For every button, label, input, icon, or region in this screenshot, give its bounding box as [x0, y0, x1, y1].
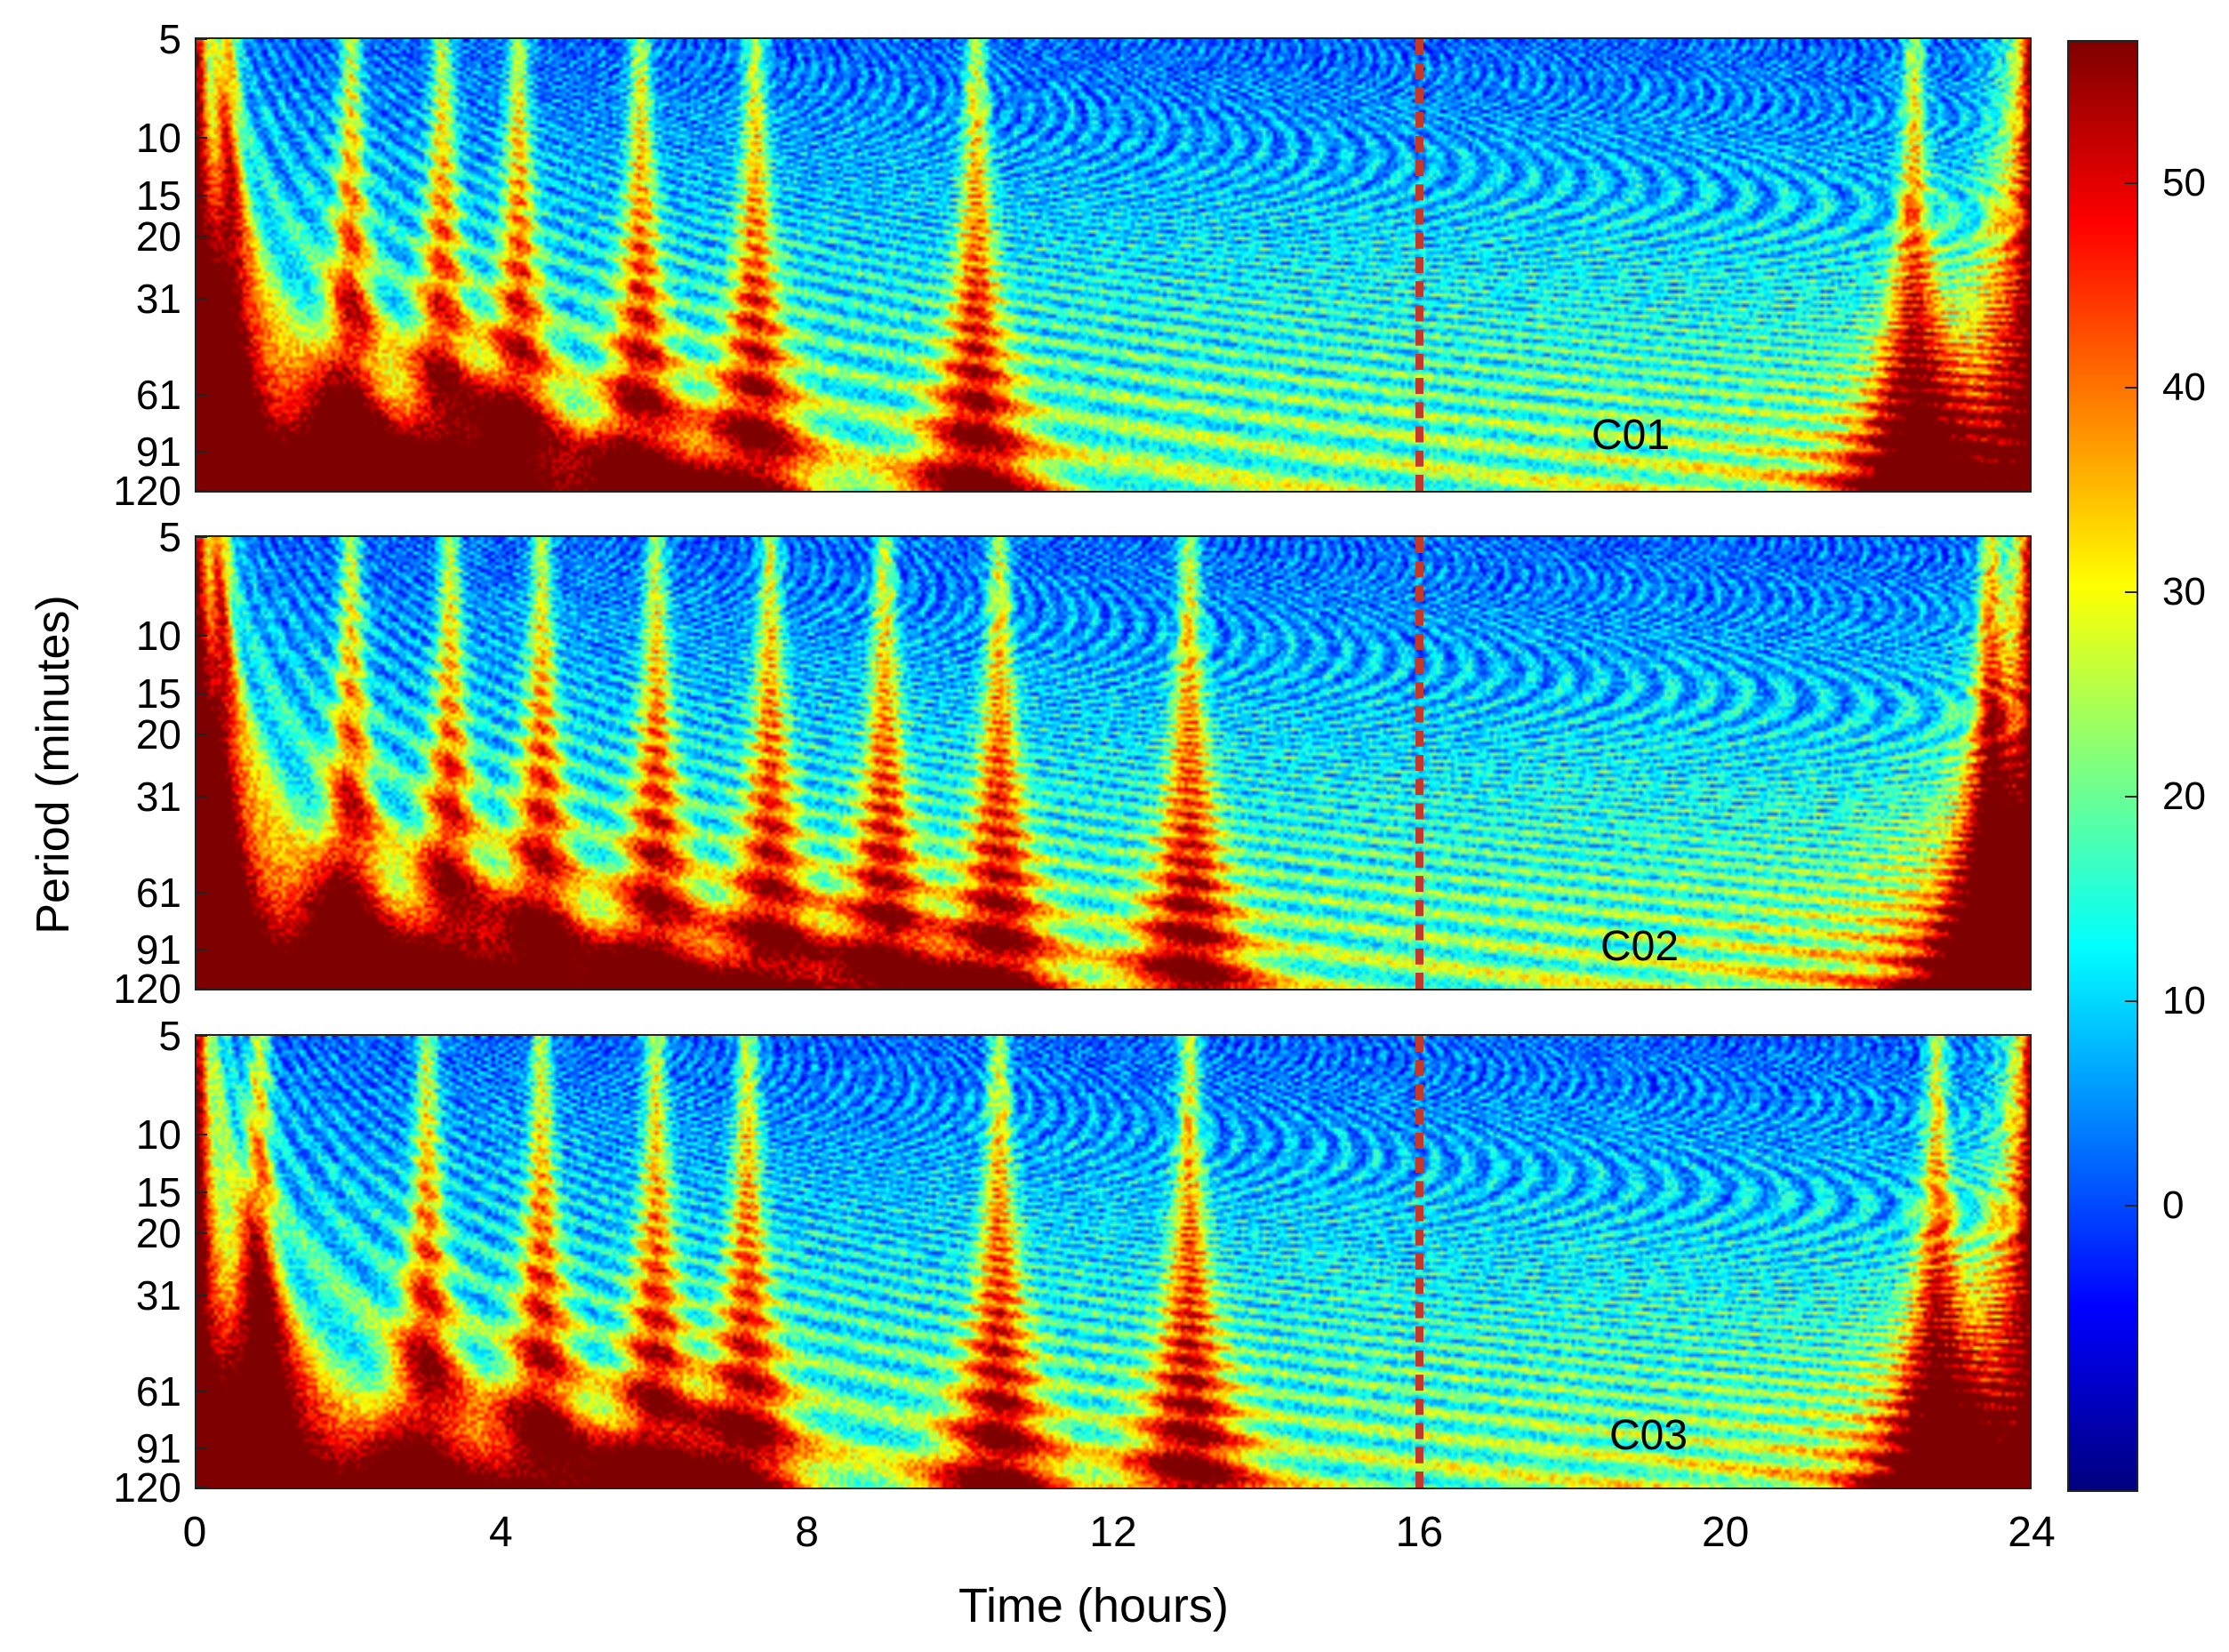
colorbar-tick-mark — [2125, 796, 2137, 798]
y-tick-mark — [196, 490, 207, 492]
colorbar-tick-label: 40 — [2162, 365, 2206, 409]
y-tick-mark — [196, 297, 207, 300]
heatmap-image — [196, 39, 2030, 491]
y-tick-mark — [196, 1231, 207, 1234]
y-tick-mark — [196, 988, 207, 990]
y-tick-label: 91 — [135, 926, 181, 973]
panel-label-c02: C02 — [1600, 923, 1680, 970]
colorbar-tick-label: 0 — [2162, 1183, 2185, 1227]
y-tick-label: 120 — [113, 468, 181, 514]
y-tick-label: 61 — [135, 1367, 181, 1415]
colorbar-tick-mark — [2125, 1205, 2137, 1207]
y-tick-mark — [196, 891, 207, 894]
y-tick-label: 61 — [135, 371, 181, 418]
y-tick-mark — [196, 948, 207, 950]
y-tick-mark — [196, 1487, 207, 1488]
x-tick-label: 0 — [182, 1509, 207, 1556]
y-tick-label: 31 — [135, 773, 181, 820]
y-tick-label: 91 — [135, 428, 181, 475]
colorbar-tick-label: 20 — [2162, 774, 2206, 818]
colorbar — [2067, 40, 2138, 1492]
y-tick-mark — [196, 1191, 207, 1193]
y-tick-mark — [196, 733, 207, 735]
y-tick-label: 15 — [135, 670, 181, 717]
y-tick-mark — [196, 235, 207, 237]
reference-dashed-line — [1415, 1036, 1424, 1488]
reference-dashed-line — [1415, 537, 1424, 989]
y-tick-label: 31 — [135, 275, 181, 322]
y-tick-label: 5 — [158, 16, 181, 62]
panel-label-c01: C01 — [1592, 412, 1671, 459]
y-tick-mark — [196, 536, 207, 538]
y-tick-mark — [196, 38, 207, 40]
y-tick-mark — [196, 393, 207, 396]
colorbar-tick-label: 10 — [2162, 979, 2206, 1022]
x-tick-label: 4 — [488, 1509, 513, 1556]
x-tick-label: 24 — [2008, 1509, 2056, 1556]
x-tick-label: 16 — [1395, 1509, 1444, 1556]
y-tick-label: 20 — [135, 710, 181, 758]
y-tick-label: 15 — [135, 1168, 181, 1215]
y-tick-label: 120 — [113, 1464, 181, 1511]
x-tick-label: 20 — [1701, 1509, 1750, 1556]
heatmap-panel-c02 — [195, 535, 2032, 990]
heatmap-panel-c03 — [195, 1034, 2032, 1489]
y-tick-label: 5 — [158, 1013, 181, 1059]
y-tick-label: 61 — [135, 869, 181, 916]
reference-dashed-line — [1415, 39, 1424, 491]
y-tick-label: 10 — [135, 612, 181, 659]
y-tick-mark — [196, 692, 207, 694]
colorbar-tick-label: 50 — [2162, 161, 2206, 204]
heatmap-image — [196, 537, 2030, 989]
y-tick-mark — [196, 634, 207, 637]
heatmap-panel-c01 — [195, 37, 2032, 493]
y-tick-mark — [196, 450, 207, 453]
y-tick-label: 20 — [135, 213, 181, 260]
colorbar-tick-mark — [2125, 1000, 2137, 1002]
colorbar-tick-mark — [2125, 182, 2137, 184]
panel-label-c03: C03 — [1609, 1412, 1688, 1459]
y-tick-label: 15 — [135, 172, 181, 219]
y-tick-mark — [196, 194, 207, 196]
y-tick-label: 31 — [135, 1271, 181, 1319]
y-tick-mark — [196, 136, 207, 139]
y-tick-label: 5 — [158, 514, 181, 560]
colorbar-tick-mark — [2125, 387, 2137, 389]
y-tick-label: 10 — [135, 114, 181, 161]
y-tick-mark — [196, 795, 207, 798]
y-tick-mark — [196, 1447, 207, 1449]
y-tick-label: 20 — [135, 1209, 181, 1256]
colorbar-tick-mark — [2125, 591, 2137, 593]
heatmap-image — [196, 1036, 2030, 1488]
y-tick-mark — [196, 1294, 207, 1296]
y-tick-label: 120 — [113, 966, 181, 1012]
colorbar-tick-label: 30 — [2162, 570, 2206, 613]
x-tick-label: 12 — [1089, 1509, 1137, 1556]
y-tick-mark — [196, 1035, 207, 1037]
y-tick-label: 10 — [135, 1111, 181, 1158]
x-tick-label: 8 — [795, 1509, 819, 1556]
y-tick-mark — [196, 1133, 207, 1135]
colorbar-gradient — [2069, 42, 2137, 1490]
y-tick-mark — [196, 1390, 207, 1392]
x-axis-label: Time (hours) — [958, 1579, 1230, 1632]
y-tick-label: 91 — [135, 1424, 181, 1472]
